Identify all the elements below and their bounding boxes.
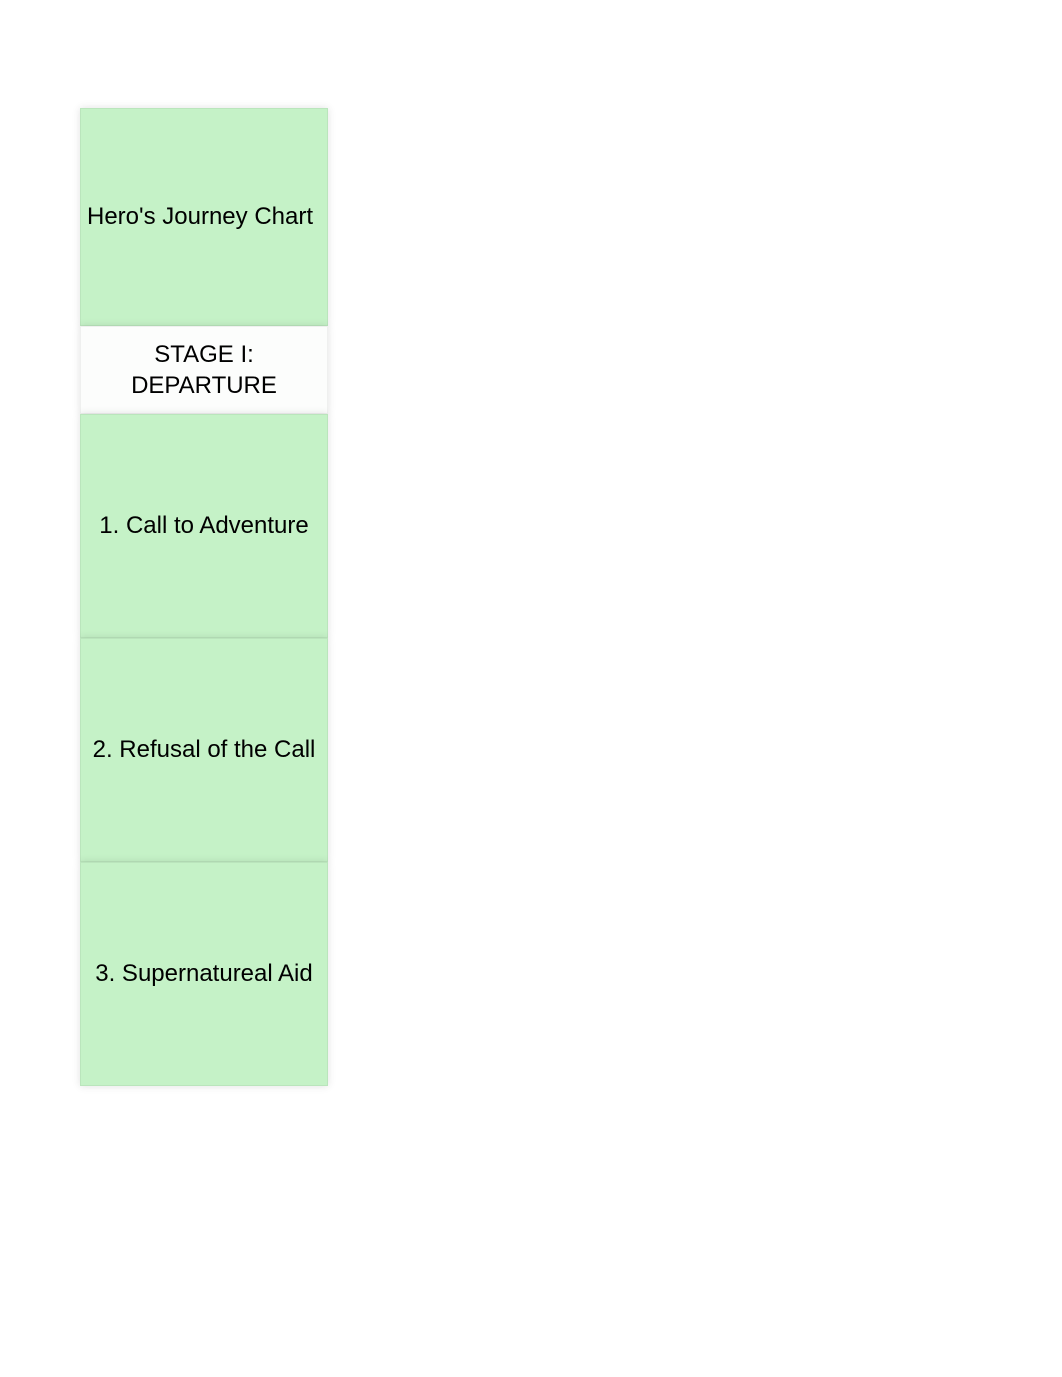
step-cell-3: 3. Supernatureal Aid [80, 862, 328, 1086]
step-label: 1. Call to Adventure [99, 511, 308, 541]
chart-title-cell: Hero's Journey Chart [80, 108, 328, 326]
stage-header-cell: STAGE I: DEPARTURE [80, 326, 328, 414]
step-cell-1: 1. Call to Adventure [80, 414, 328, 638]
step-cell-2: 2. Refusal of the Call [80, 638, 328, 862]
stage-header-label: STAGE I: DEPARTURE [87, 339, 321, 401]
chart-title: Hero's Journey Chart [87, 202, 313, 232]
step-label: 3. Supernatureal Aid [95, 959, 313, 989]
hero-journey-chart: Hero's Journey Chart STAGE I: DEPARTURE … [80, 108, 328, 1086]
step-label: 2. Refusal of the Call [93, 735, 316, 765]
